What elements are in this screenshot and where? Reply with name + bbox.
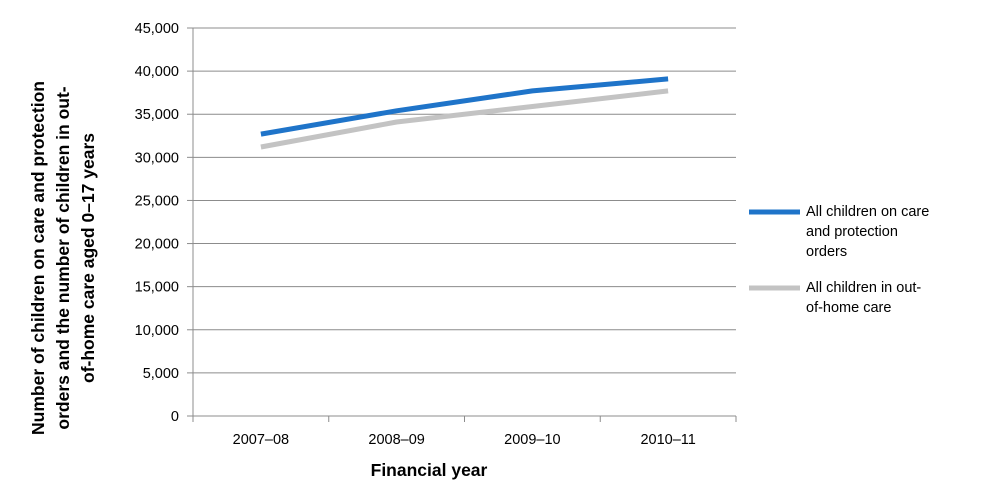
x-tick-labels: 2007–08 2008–09 2009–10 2010–11: [233, 432, 696, 448]
x-tick-label: 2007–08: [233, 432, 289, 448]
series-lines: [260, 76, 669, 150]
y-tick-label: 10,000: [135, 323, 179, 339]
x-tick-label: 2008–09: [368, 432, 424, 448]
y-tick-label: 15,000: [135, 280, 179, 296]
y-axis-title: Number of children on care and protectio…: [28, 81, 98, 435]
legend-label: All children in out-: [806, 280, 921, 296]
legend: All children on care and protection orders…: [749, 204, 929, 316]
legend-label: orders: [806, 244, 847, 260]
legend-label: of-home care: [806, 300, 891, 316]
legend-label: and protection: [806, 224, 898, 240]
y-tick-label: 35,000: [135, 107, 179, 123]
y-tick-label: 45,000: [135, 21, 179, 37]
y-tick-label: 0: [171, 409, 179, 425]
x-axis-title: Financial year: [371, 460, 488, 480]
y-tick-label: 40,000: [135, 64, 179, 80]
y-tick-labels: 0 5,000 10,000 15,000 20,000 25,000 30,000 35,0…: [135, 21, 179, 425]
axes: [187, 27, 737, 422]
y-tick-label: 30,000: [135, 150, 179, 166]
y-tick-label: 5,000: [143, 366, 179, 382]
x-tick-label: 2010–11: [640, 432, 695, 448]
legend-label: All children on care: [806, 204, 929, 220]
y-axis-title-line: Number of children on care and protectio…: [28, 81, 48, 435]
gridlines: [193, 27, 736, 374]
x-tick-label: 2009–10: [504, 432, 560, 448]
y-tick-label: 25,000: [135, 193, 179, 209]
y-tick-label: 20,000: [135, 237, 179, 253]
y-axis-title-line: orders and the number of children in out…: [53, 86, 73, 429]
y-axis-title-line: of-home care aged 0–17 years: [78, 133, 98, 383]
series-line-2: [260, 88, 669, 150]
series-line-1: [260, 76, 669, 137]
